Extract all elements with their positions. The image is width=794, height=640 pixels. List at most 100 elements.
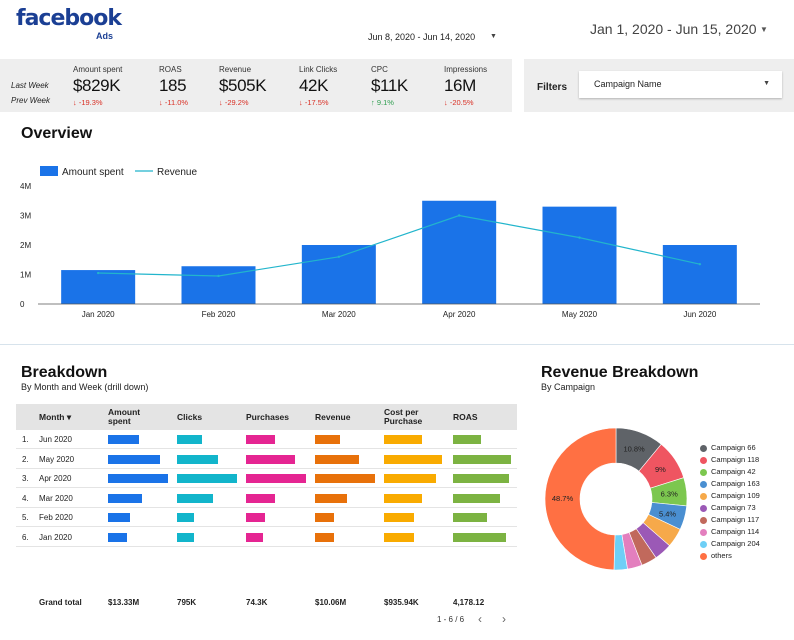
bar-cost-per-purchase — [384, 435, 422, 444]
campaign-name-filter[interactable]: Campaign Name ▼ — [579, 71, 782, 98]
comparison-date-range[interactable]: Jun 8, 2020 - Jun 14, 2020 — [368, 32, 476, 42]
y-tick-label: 3M — [20, 212, 31, 221]
legend-dot — [700, 505, 707, 512]
breakdown-title: Breakdown — [21, 364, 108, 381]
chevron-down-icon[interactable]: ▼ — [490, 33, 497, 40]
kpi-delta: ↑ 9.1% — [371, 98, 394, 107]
bar-amount-spent[interactable] — [662, 245, 737, 304]
chevron-down-icon[interactable]: ▼ — [763, 80, 770, 87]
legend-label: Campaign 114 — [711, 527, 760, 536]
x-tick-label: Mar 2020 — [322, 310, 356, 319]
campaign-filter-text: Campaign Name — [594, 79, 662, 89]
row-index: 3. — [22, 474, 29, 483]
row-month: Feb 2020 — [39, 513, 73, 522]
column-amount-spent[interactable]: Amount spent — [108, 407, 141, 426]
kpi-scorecards: Last Week Prev Week Amount spent $829K ↓ -… — [0, 59, 512, 112]
revenue-donut-chart: 10.8% 9% 6.3% 5.4% 48.7% — [544, 427, 688, 571]
table-row[interactable]: 6. Jan 2020 — [16, 528, 517, 547]
row-index: 4. — [22, 493, 29, 503]
table-row[interactable]: 2. May 2020 — [16, 450, 517, 469]
bar-amount-spent — [108, 474, 168, 483]
kpi-label: ROAS — [159, 65, 182, 74]
legend-dot — [700, 457, 707, 464]
bar-purchases — [246, 454, 295, 464]
kpi-value: $505K — [219, 76, 267, 95]
kpi-value: $829K — [73, 76, 121, 95]
kpi-card: ROAS 185 ↓ -11.0% — [159, 65, 188, 107]
overview-chart: Amount spent Revenue 0 1M 2M 3M 4M Jan 2020 Feb … — [20, 166, 760, 319]
column-revenue[interactable]: Revenue — [315, 412, 351, 422]
legend-label: Campaign 117 — [711, 515, 760, 524]
bar-clicks — [177, 493, 213, 503]
row-index: 6. — [22, 532, 29, 542]
kpi-label: Link Clicks — [299, 65, 338, 74]
bar-revenue — [315, 532, 334, 542]
legend-label: Campaign 66 — [711, 443, 756, 452]
kpi-label: Impressions — [444, 65, 488, 74]
point-revenue — [96, 271, 100, 275]
next-page-icon[interactable]: › — [502, 612, 506, 626]
column-purchases[interactable]: Purchases — [246, 412, 289, 422]
bar-revenue — [315, 435, 340, 444]
row-month: Mar 2020 — [39, 493, 73, 503]
bar-purchases — [246, 435, 275, 444]
chevron-down-icon[interactable]: ▼ — [760, 25, 768, 34]
table-row[interactable]: 4. Mar 2020 — [16, 489, 517, 508]
legend-label: Campaign 204 — [711, 539, 760, 548]
bar-cost-per-purchase — [384, 474, 436, 483]
legend-dot — [700, 541, 707, 548]
legend-label-amount-spent: Amount spent — [62, 167, 124, 178]
bar-revenue — [315, 474, 375, 483]
kpi-value: $11K — [371, 76, 408, 95]
table-row[interactable]: 5. Feb 2020 — [16, 508, 517, 527]
column-clicks[interactable]: Clicks — [177, 412, 203, 422]
legend-label: Campaign 42 — [711, 467, 756, 476]
kpi-value: 185 — [159, 76, 187, 95]
donut-slice[interactable] — [544, 427, 617, 571]
bar-roas — [453, 474, 509, 483]
revenue-breakdown-subtitle: By Campaign — [541, 382, 596, 392]
y-tick-label: 4M — [20, 182, 31, 191]
bar-purchases — [246, 513, 265, 522]
period-previous-label: Prev Week — [11, 96, 50, 105]
legend-dot — [700, 493, 707, 500]
legend-dot — [700, 529, 707, 536]
previous-page-icon[interactable]: ‹ — [478, 612, 482, 626]
bar-roas — [453, 532, 506, 542]
total-roas: 4,178.12 — [453, 598, 485, 607]
row-index: 5. — [22, 513, 29, 522]
bar-amount-spent[interactable] — [301, 245, 376, 304]
bar-amount-spent — [108, 454, 160, 464]
legend-dot — [700, 517, 707, 524]
table-row[interactable]: 3. Apr 2020 — [16, 469, 517, 488]
bar-amount-spent[interactable] — [61, 270, 136, 304]
y-tick-label: 2M — [20, 241, 31, 250]
legend-label: Campaign 163 — [711, 479, 760, 488]
x-tick-label: Apr 2020 — [443, 310, 476, 319]
bar-revenue — [315, 493, 347, 503]
kpi-card: Impressions 16M ↓ -20.5% — [444, 65, 487, 107]
column-roas[interactable]: ROAS — [453, 412, 478, 422]
line-revenue — [98, 214, 700, 277]
legend-label: Campaign 109 — [711, 491, 760, 500]
bar-amount-spent — [108, 513, 130, 522]
bar-cost-per-purchase — [384, 454, 442, 464]
bar-cost-per-purchase — [384, 493, 422, 503]
main-date-range[interactable]: Jan 1, 2020 - Jun 15, 2020 — [590, 21, 757, 37]
row-month: Apr 2020 — [39, 474, 72, 483]
bar-amount-spent[interactable] — [542, 206, 617, 304]
kpi-label: Revenue — [219, 65, 252, 74]
x-tick-label: Jun 2020 — [683, 310, 716, 319]
legend-label-revenue: Revenue — [157, 167, 197, 178]
column-cost-per-purchase[interactable]: Cost per Purchase — [384, 407, 423, 426]
kpi-delta: ↓ -20.5% — [444, 98, 474, 107]
grand-total-label: Grand total — [39, 598, 82, 607]
table-row[interactable]: 1. Jun 2020 — [16, 430, 517, 449]
column-month[interactable]: Month ▾ — [39, 412, 72, 422]
legend-dot — [700, 469, 707, 476]
bar-amount-spent[interactable] — [422, 200, 497, 304]
bar-clicks — [177, 532, 194, 542]
kpi-card: Amount spent $829K ↓ -19.3% — [73, 65, 122, 107]
x-tick-label: May 2020 — [562, 310, 598, 319]
total-cost-per-purchase: $935.94K — [384, 598, 419, 607]
